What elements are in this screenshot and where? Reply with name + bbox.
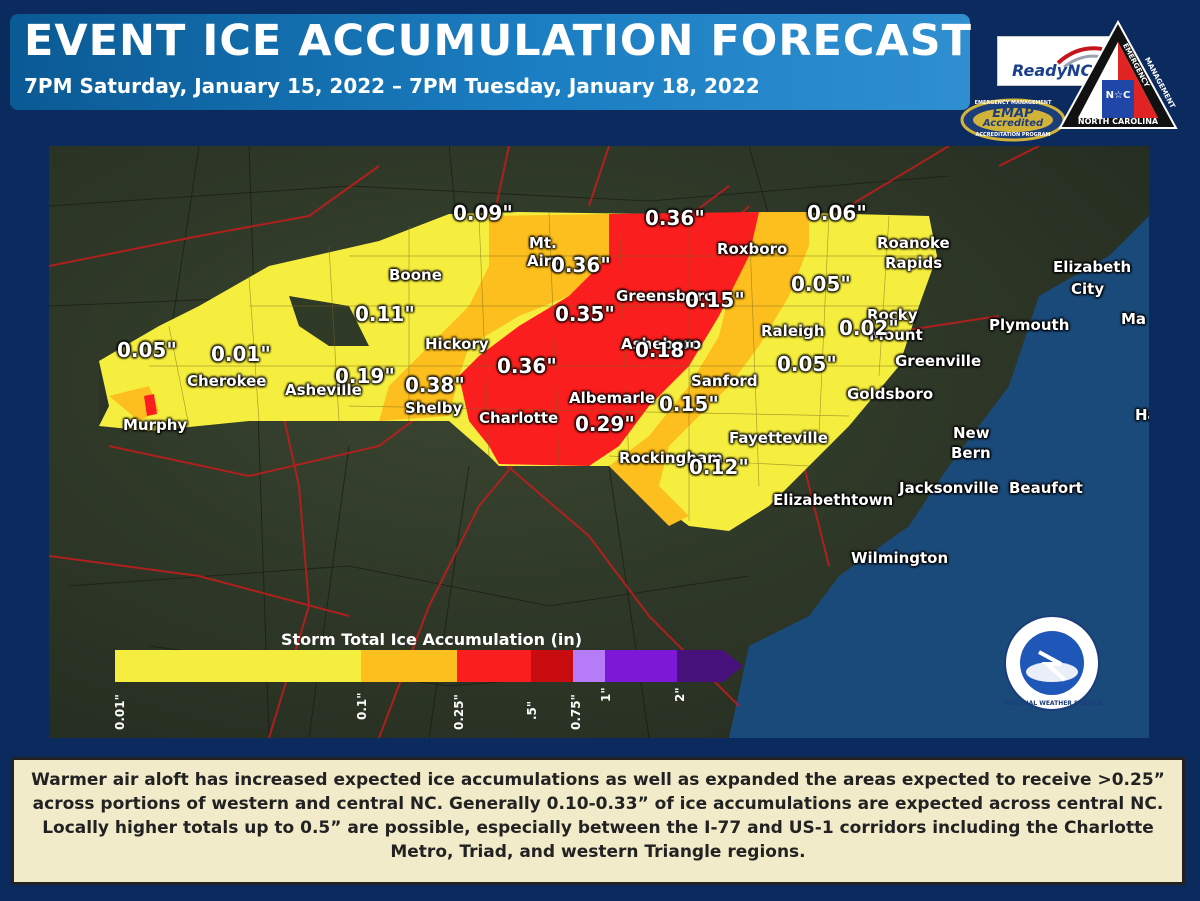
city-label-albemarle: Albemarle [569, 389, 656, 407]
city-label-raleigh: Raleigh [761, 322, 825, 340]
page-title: EVENT ICE ACCUMULATION FORECAST [24, 16, 972, 66]
city-label-ha: Ha [1135, 406, 1149, 424]
forecast-discussion: Warmer air aloft has increased expected … [11, 757, 1185, 885]
legend-tick-0-25: 0.25" [452, 694, 466, 730]
nc-orange-zone-west [379, 214, 609, 421]
city-label-rockingham: Rockingham [619, 449, 723, 467]
legend-tick-1: 1" [599, 687, 613, 702]
city-label-murphy: Murphy [123, 416, 188, 434]
city-label-cherokee: Cherokee [187, 372, 267, 390]
city-label-goldsboro: Goldsboro [847, 385, 934, 403]
legend-swatch-orange [361, 650, 457, 682]
nc-emergency-management-logo: N☆C EMERGENCY MANAGEMENT NORTH CAROLINA [1058, 19, 1178, 132]
legend-swatch-red [457, 650, 531, 682]
accumulation-value: 0.02" [839, 316, 899, 340]
city-label-boone: Boone [389, 266, 442, 284]
map-gap [289, 296, 369, 346]
emap-main-text: EMAP [992, 106, 1034, 121]
city-label-asheboro: Asheboro [621, 335, 702, 353]
accumulation-value: 0.15" [685, 288, 745, 312]
legend-bar [115, 650, 743, 682]
accumulation-value: 0.09" [453, 201, 513, 225]
atlantic-ocean [729, 216, 1149, 738]
legend-tick-0-01: 0.01" [113, 694, 127, 730]
city-label-wilmington: Wilmington [851, 549, 949, 567]
nws-logo: NATIONAL WEATHER SERVICE [1003, 614, 1103, 712]
city-label-asheville: Asheville [285, 381, 362, 399]
city-label-rocky: Rocky [867, 306, 918, 324]
legend-tick-0-1: 0.1" [355, 692, 369, 720]
legend-color-scale [115, 650, 743, 682]
emap-logo: EMERGENCY MANAGEMENT EMAP Accredited ACC… [960, 98, 1066, 142]
accumulation-value: 0.19" [335, 364, 395, 388]
legend-swatch-darkpurple [677, 650, 743, 682]
accumulation-value: 0.05" [791, 272, 851, 296]
legend-swatch-lightpurple [573, 650, 605, 682]
accumulation-value: 0.01" [211, 342, 271, 366]
city-label-elizabethtown: Elizabethtown [773, 491, 894, 509]
legend-tick-0-75: 0.75" [569, 694, 583, 730]
accumulation-value: 0.38" [405, 373, 465, 397]
city-label-fayetteville: Fayetteville [729, 429, 828, 447]
accumulation-value: 0.15" [659, 392, 719, 416]
nws-seal-icon [1004, 615, 1100, 711]
legend-title: Storm Total Ice Accumulation (in) [281, 630, 583, 649]
city-label-mt-airy-2: Airy [527, 252, 561, 270]
city-label-greenville: Greenville [895, 352, 982, 370]
map-graphic [49, 146, 1149, 738]
city-label-roxboro: Roxboro [717, 240, 788, 258]
readync-logo: ReadyNC [997, 36, 1115, 86]
legend-swatch-darkred [531, 650, 573, 682]
ncem-nc-text: N☆C [1105, 90, 1131, 101]
city-label-bern: Bern [951, 444, 991, 462]
accumulation-value: 0.29" [575, 412, 635, 436]
emap-sub-text: Accredited [982, 118, 1044, 129]
city-label-hickory: Hickory [425, 335, 489, 353]
ice-accumulation-map: Boone Mt. Airy Roxboro Roanoke Rapids El… [49, 146, 1149, 738]
city-label-mount: Mount [869, 326, 923, 344]
legend-tick-0-5: .5" [525, 700, 539, 720]
ncem-bottom-text: NORTH CAROLINA [1077, 117, 1159, 126]
legend-swatch-purple [605, 650, 677, 682]
city-label-elizabeth: Elizabeth [1053, 258, 1132, 276]
city-label-greensboro: Greensboro [616, 287, 715, 305]
city-label-shelby: Shelby [405, 399, 463, 417]
nc-county-lines [149, 211, 929, 521]
accumulation-value: 0.11" [355, 302, 415, 326]
readync-text: ReadyNC [1012, 61, 1093, 80]
nc-red-zone [459, 212, 759, 466]
city-label-roanoke: Roanoke [877, 234, 950, 252]
accumulation-value: 0.36" [497, 354, 557, 378]
city-label-city: City [1071, 280, 1105, 298]
forecast-period: 7PM Saturday, January 15, 2022 – 7PM Tue… [24, 74, 760, 98]
city-label-rapids: Rapids [885, 254, 943, 272]
emap-top-text: EMERGENCY MANAGEMENT [974, 100, 1052, 106]
city-label-charlotte: Charlotte [479, 409, 559, 427]
title-banner: EVENT ICE ACCUMULATION FORECAST 7PM Satu… [10, 14, 972, 110]
legend-swatch-yellow [115, 650, 361, 682]
city-label-ma: Ma [1121, 310, 1147, 328]
accumulation-value: 0.12" [689, 455, 749, 479]
nc-orange-zone-east [609, 212, 809, 526]
city-label-beaufort: Beaufort [1009, 479, 1083, 497]
nws-ring-text: NATIONAL WEATHER SERVICE [1003, 700, 1103, 707]
city-label-plymouth: Plymouth [989, 316, 1070, 334]
legend-tick-2: 2" [673, 687, 687, 702]
city-label-mt-airy-1: Mt. [529, 234, 557, 252]
city-label-new: New [953, 424, 990, 442]
accumulation-value: 0.36" [551, 253, 611, 277]
accumulation-value: 0.06" [807, 201, 867, 225]
accumulation-value: 0.05" [777, 352, 837, 376]
emap-bottom-text: ACCREDITATION PROGRAM [975, 132, 1051, 138]
city-label-sanford: Sanford [691, 372, 758, 390]
accumulation-value: 0.36" [645, 206, 705, 230]
accumulation-value: 0.35" [555, 302, 615, 326]
accumulation-value: 0.05" [117, 338, 177, 362]
accumulation-value: 0.18" [635, 338, 695, 362]
nc-emergency-triangle-icon [1058, 19, 1178, 129]
city-label-jacksonville: Jacksonville [899, 479, 999, 497]
